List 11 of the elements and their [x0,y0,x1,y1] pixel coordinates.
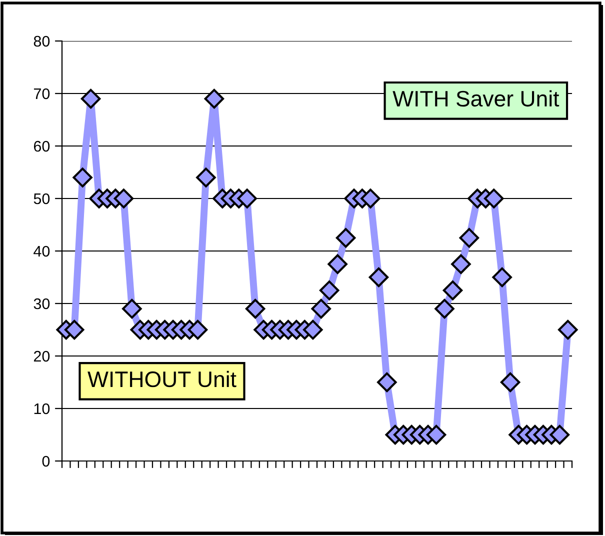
y-tick-label: 10 [34,403,50,414]
y-tick-label: 30 [34,298,50,310]
y-tick-label: 20 [34,350,50,362]
y-tick-label: 0 [42,456,50,467]
y-tick-label: 50 [34,193,50,204]
y-tick-label: 40 [34,246,50,257]
y-tick-label: 60 [34,140,50,152]
annotation: WITHOUT Unit [88,370,236,388]
y-tick-label: 70 [34,88,50,100]
annotation: WITH Saver Unit [392,90,560,107]
y-tick-label: 80 [34,36,50,47]
